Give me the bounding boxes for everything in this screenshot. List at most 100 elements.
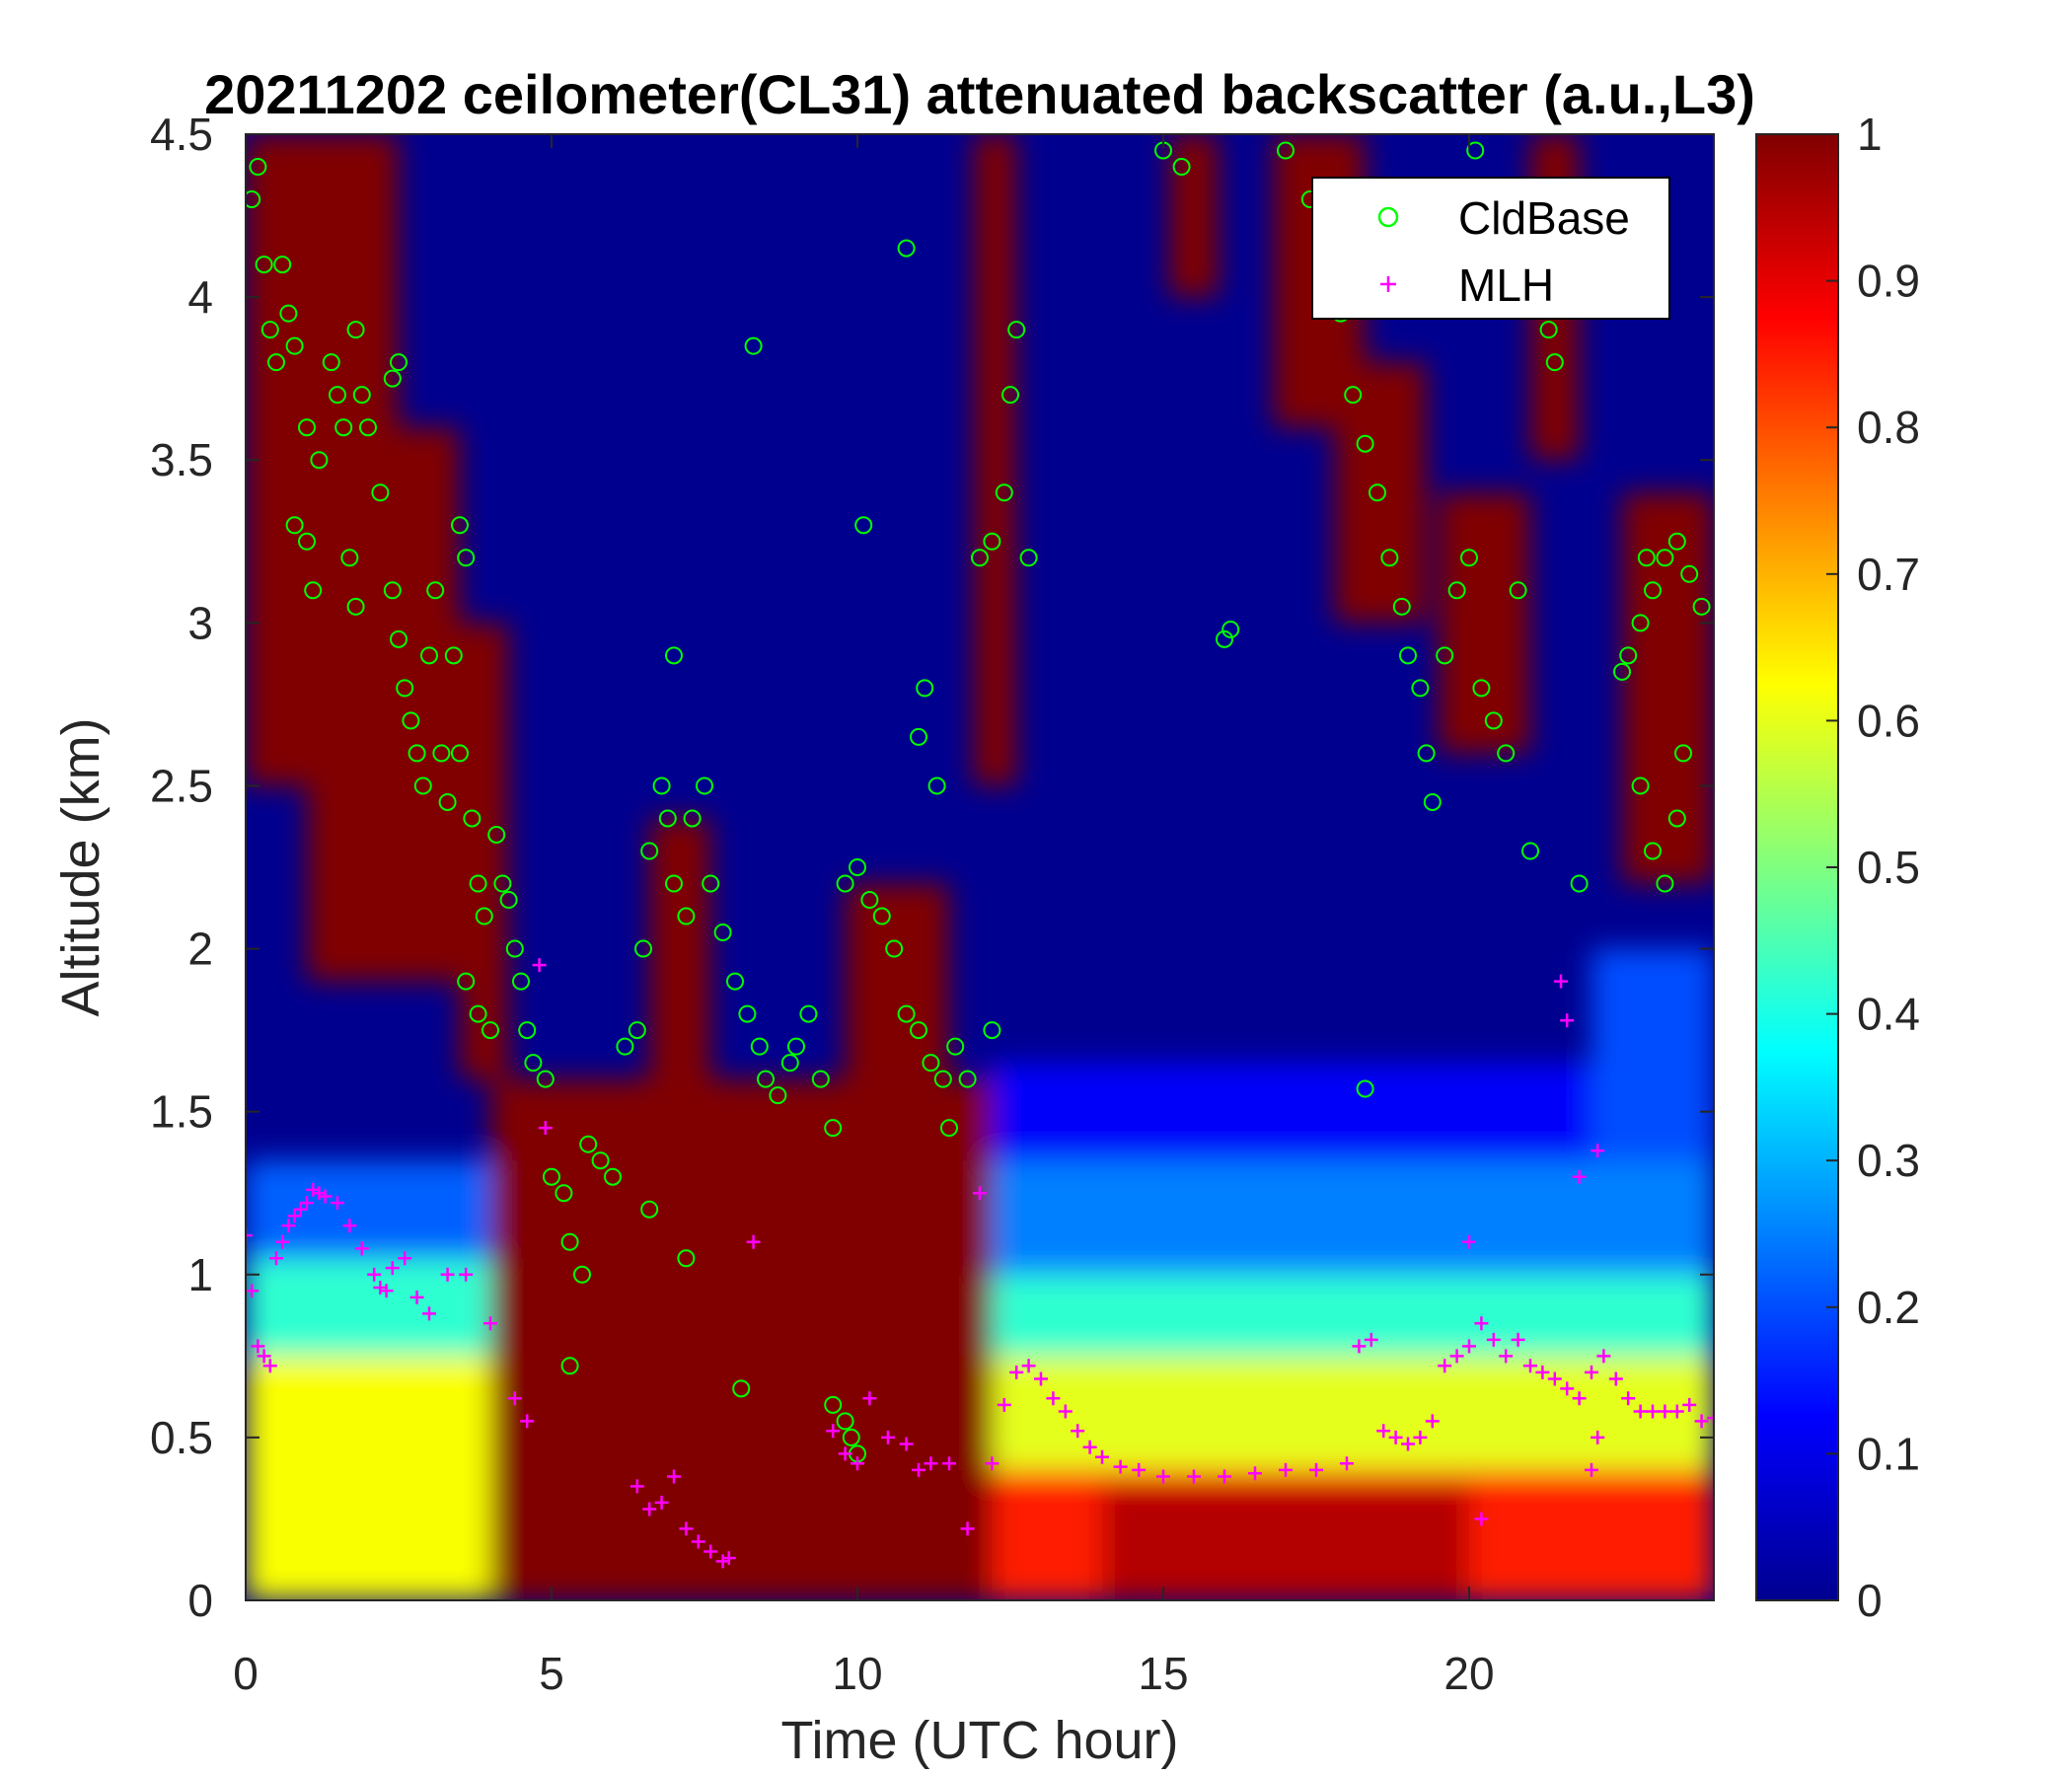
cldbase-point bbox=[285, 516, 304, 535]
y-tick-label: 0 bbox=[187, 1575, 213, 1626]
mlh-point bbox=[507, 1391, 522, 1406]
mlh-point bbox=[1474, 1316, 1489, 1331]
mlh-point bbox=[1572, 1169, 1587, 1184]
mlh-point bbox=[1486, 1332, 1501, 1347]
cldbase-point bbox=[1631, 777, 1650, 795]
y-tick-label: 3.5 bbox=[150, 434, 213, 485]
colorbar-tick-label: 0.7 bbox=[1857, 549, 1920, 600]
cldbase-point bbox=[438, 792, 457, 811]
cldbase-point bbox=[726, 972, 744, 991]
colorbar-tick-label: 1 bbox=[1857, 109, 1883, 160]
cldbase-point bbox=[499, 891, 518, 910]
legend-mlh-label: MLH bbox=[1458, 259, 1554, 311]
mlh-point bbox=[997, 1397, 1011, 1412]
cldbase-point bbox=[402, 711, 420, 730]
cldbase-point bbox=[658, 809, 677, 828]
cldbase-point bbox=[769, 1086, 787, 1105]
mlh-point bbox=[1523, 1359, 1537, 1373]
cldbase-point bbox=[1172, 158, 1191, 177]
mlh-point bbox=[1554, 974, 1568, 989]
mlh-point bbox=[1547, 1371, 1562, 1386]
cldbase-point bbox=[1644, 581, 1662, 600]
cldbase-point bbox=[505, 939, 524, 958]
mlh-point bbox=[1591, 1430, 1605, 1444]
mlh-point bbox=[1499, 1349, 1514, 1364]
mlh-point bbox=[1376, 1424, 1391, 1439]
cldbase-point bbox=[750, 1037, 769, 1056]
backscatter-region bbox=[992, 1274, 1714, 1357]
mlh-point bbox=[703, 1544, 718, 1559]
cldbase-point bbox=[665, 646, 683, 665]
cldbase-point bbox=[579, 1135, 598, 1153]
cldbase-point bbox=[1019, 549, 1038, 567]
mlh-point bbox=[1462, 1234, 1476, 1249]
colorbar-gradient bbox=[1755, 133, 1839, 1601]
cldbase-point bbox=[1369, 483, 1386, 502]
cldbase-point bbox=[927, 777, 946, 795]
cldbase-point bbox=[469, 1004, 487, 1023]
mlh-point bbox=[1113, 1459, 1128, 1474]
mlh-point bbox=[520, 1414, 535, 1429]
mlh-point bbox=[1591, 1144, 1605, 1158]
mlh-point bbox=[985, 1456, 999, 1471]
cldbase-point bbox=[910, 1021, 927, 1040]
mlh-point bbox=[924, 1456, 938, 1471]
cldbase-point bbox=[922, 1054, 940, 1073]
cldbase-point bbox=[493, 874, 512, 893]
mlh-point bbox=[1021, 1359, 1036, 1373]
mlh-point bbox=[1309, 1462, 1323, 1477]
cldbase-point bbox=[463, 809, 481, 828]
cldbase-point bbox=[1667, 532, 1686, 551]
cldbase-point bbox=[1667, 809, 1686, 828]
cldbase-point bbox=[1411, 679, 1430, 698]
cldbase-point bbox=[1631, 614, 1650, 632]
cldbase-point bbox=[1545, 353, 1564, 372]
mlh-point bbox=[838, 1446, 852, 1461]
mlh-point bbox=[1438, 1359, 1452, 1373]
mlh-point bbox=[483, 1316, 497, 1331]
cldbase-point bbox=[799, 1004, 818, 1023]
mlh-point bbox=[1682, 1397, 1697, 1412]
mlh-point bbox=[422, 1306, 436, 1321]
mlh-point bbox=[342, 1219, 357, 1233]
mlh-point bbox=[1034, 1371, 1048, 1386]
mlh-point bbox=[312, 1186, 327, 1201]
mlh-point bbox=[1633, 1404, 1648, 1419]
cldbase-point bbox=[811, 1070, 830, 1088]
mlh-point bbox=[532, 958, 547, 973]
mlh-point bbox=[1511, 1332, 1525, 1347]
cldbase-point bbox=[469, 874, 487, 893]
cldbase-point bbox=[836, 1412, 854, 1431]
mlh-point bbox=[1621, 1391, 1636, 1406]
cldbase-point bbox=[457, 972, 476, 991]
mlh-point bbox=[293, 1202, 308, 1217]
y-tick-label: 3 bbox=[187, 597, 213, 648]
colorbar-tick-label: 0.5 bbox=[1857, 842, 1920, 893]
mlh-point bbox=[973, 1186, 987, 1201]
backscatter-region bbox=[246, 1258, 490, 1357]
mlh-point bbox=[715, 1554, 730, 1569]
markers bbox=[246, 141, 1714, 1569]
y-tick-label: 2 bbox=[187, 924, 213, 975]
mlh-point bbox=[246, 1228, 253, 1243]
legend: CldBase MLH bbox=[1311, 177, 1670, 320]
cldbase-point bbox=[267, 353, 285, 372]
cldbase-point bbox=[390, 629, 407, 648]
mlh-point bbox=[1462, 1339, 1476, 1354]
x-tick-label: 5 bbox=[539, 1648, 564, 1699]
cldbase-point bbox=[780, 1054, 799, 1073]
cldbase-point bbox=[1466, 141, 1485, 160]
plot-frame bbox=[245, 133, 1715, 1601]
cldbase-point bbox=[1356, 1079, 1374, 1098]
legend-cldbase-label: CldBase bbox=[1458, 192, 1630, 244]
backscatter-region bbox=[1169, 134, 1219, 298]
cldbase-point bbox=[1460, 549, 1478, 567]
y-tick-label: 4.5 bbox=[150, 109, 213, 160]
backscatter-field bbox=[246, 134, 1714, 1600]
cldbase-point bbox=[273, 256, 292, 274]
mlh-point bbox=[942, 1456, 956, 1471]
mlh-point bbox=[1474, 1512, 1489, 1526]
mlh-point bbox=[746, 1234, 761, 1249]
legend-mlh-marker bbox=[1380, 276, 1396, 292]
cldbase-point bbox=[940, 1119, 958, 1138]
